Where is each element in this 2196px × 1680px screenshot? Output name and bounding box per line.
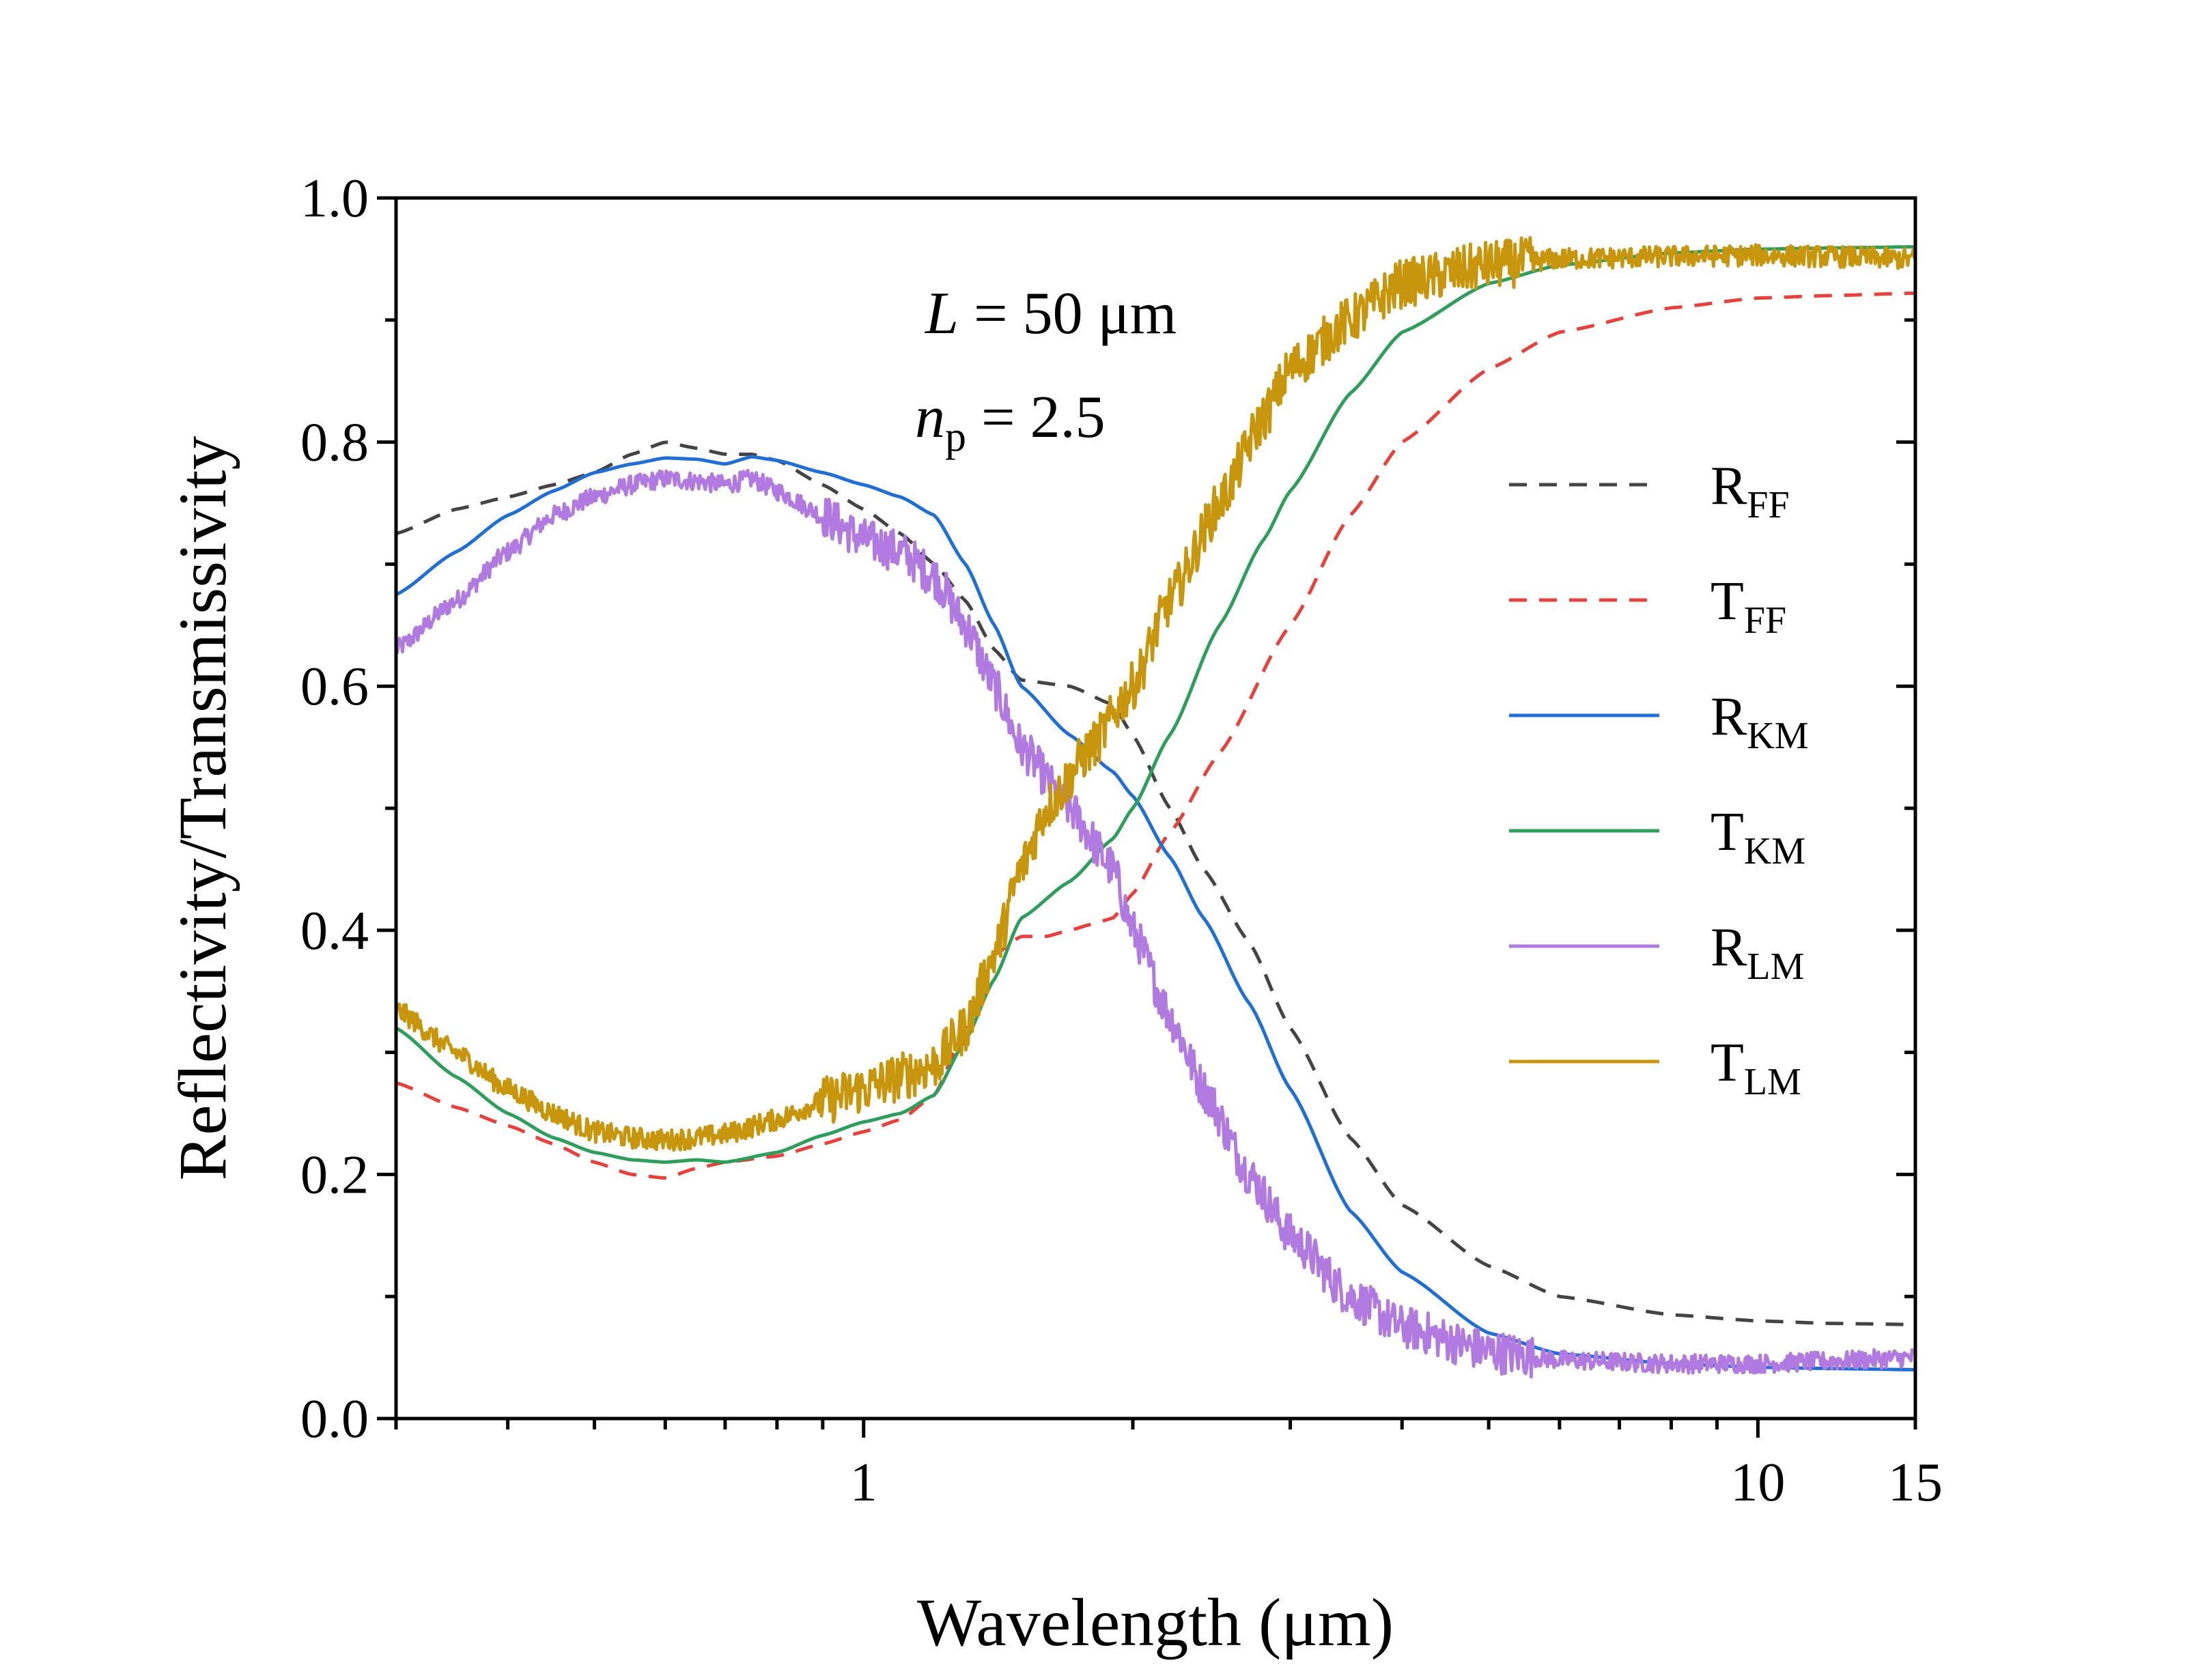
series-line-RLM (396, 468, 1915, 1379)
legend-label-RLM: RLM (1711, 917, 1804, 988)
legend-label-RKM: RKM (1711, 687, 1809, 757)
legend-label-TLM: TLM (1711, 1033, 1801, 1103)
y-tick-label: 0.8 (300, 413, 369, 473)
legend-label-TKM: TKM (1711, 802, 1805, 872)
y-tick-label: 0.0 (300, 1389, 369, 1449)
x-tick-label: 15 (1888, 1453, 1943, 1513)
annotation-length: L = 50 μm (924, 281, 1177, 347)
y-tick-label: 0.2 (300, 1145, 369, 1205)
x-tick-label: 1 (850, 1453, 877, 1513)
series-line-TFF (396, 291, 1915, 1180)
y-tick-label: 1.0 (300, 169, 369, 229)
x-axis-title: Wavelength (μm) (917, 1584, 1394, 1660)
series-line-RFF (396, 440, 1915, 1326)
series-line-TLM (396, 236, 1915, 1152)
legend-label-RFF: RFF (1711, 456, 1790, 526)
legend: RFF TFF RKM TKM RLM TLM (1509, 456, 1809, 1103)
y-tick-label: 0.6 (300, 657, 369, 717)
annotation-refractive-index: np = 2.5 (915, 384, 1106, 460)
y-tick-label: 0.4 (300, 901, 369, 961)
y-axis-title: Reflectivity/Transmissivity (165, 436, 240, 1181)
x-tick-label: 10 (1730, 1453, 1785, 1513)
legend-label-TFF: TFF (1711, 571, 1786, 642)
